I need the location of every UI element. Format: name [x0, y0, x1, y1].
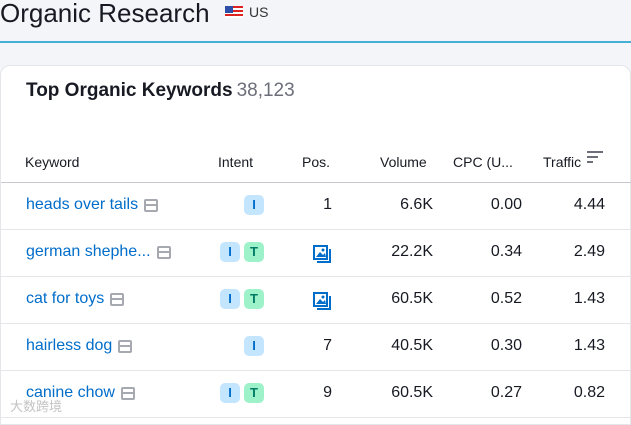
intent-badge-i: I — [220, 242, 240, 262]
card-title-text: Top Organic Keywords — [26, 80, 233, 101]
table-row: heads over tails I 1 6.6K 0.00 4.44 — [1, 183, 631, 230]
col-pos[interactable]: Pos. — [302, 154, 331, 170]
traffic: 1.43 — [573, 290, 605, 307]
image-pack-icon — [313, 292, 331, 310]
table-row: hairless dog I 7 40.5K 0.30 1.43 — [1, 324, 631, 371]
serp-features-icon[interactable] — [156, 245, 171, 259]
volume: 60.5K — [391, 290, 433, 307]
intent-badge-i: I — [220, 289, 240, 309]
keyword-text: canine chow — [26, 384, 115, 401]
volume: 22.2K — [391, 243, 433, 260]
volume: 6.6K — [400, 196, 433, 213]
intent-badge-i: I — [244, 336, 264, 356]
col-volume[interactable]: Volume — [380, 154, 427, 170]
keyword-text: german shephe... — [26, 243, 151, 260]
image-pack-icon — [313, 245, 331, 263]
intent-badge-t: T — [244, 242, 264, 262]
position: 1 — [323, 196, 332, 213]
keyword-count: 38,123 — [236, 80, 295, 101]
position: 9 — [323, 384, 332, 401]
cpc: 0.00 — [490, 196, 522, 213]
cpc: 0.52 — [490, 290, 522, 307]
keyword-text: hairless dog — [26, 337, 113, 354]
intent-badge-i: I — [220, 383, 240, 403]
watermark: 大数跨境 — [10, 399, 63, 414]
keyword-link[interactable]: heads over tails — [26, 196, 159, 214]
volume: 40.5K — [391, 337, 433, 354]
serp-features-icon[interactable] — [110, 292, 125, 306]
us-flag-icon — [225, 6, 243, 18]
page-header: Organic Research US — [0, 0, 631, 43]
cpc: 0.30 — [490, 337, 522, 354]
keyword-link[interactable]: cat for toys — [26, 290, 125, 308]
traffic: 0.82 — [573, 384, 605, 401]
col-keyword[interactable]: Keyword — [25, 154, 80, 170]
col-intent[interactable]: Intent — [218, 154, 254, 170]
serp-features-icon[interactable] — [144, 198, 159, 212]
keyword-link[interactable]: hairless dog — [26, 337, 133, 355]
top-keywords-card: Top Organic Keywords 38,123 Keyword Inten… — [0, 65, 631, 425]
volume: 60.5K — [391, 384, 433, 401]
cpc: 0.27 — [490, 384, 522, 401]
keyword-link[interactable]: german shephe... — [26, 243, 171, 261]
keyword-text: cat for toys — [26, 290, 105, 307]
intent-badge-i: I — [244, 195, 264, 215]
keyword-link[interactable]: canine chow — [26, 384, 135, 402]
table-header: Keyword Intent Pos. Volume CPC (U... Tra… — [1, 151, 631, 183]
traffic: 1.43 — [573, 337, 605, 354]
intent-badge-t: T — [244, 383, 264, 403]
traffic: 4.44 — [573, 196, 605, 213]
col-traffic-label: Traffic — [543, 154, 582, 170]
database-label[interactable]: US — [249, 4, 269, 20]
sort-icon[interactable] — [587, 151, 603, 163]
card-title: Top Organic Keywords 38,123 — [26, 80, 295, 102]
intent-badges: I — [244, 336, 264, 356]
col-cpc[interactable]: CPC (U... — [453, 154, 513, 170]
keyword-text: heads over tails — [26, 196, 139, 213]
serp-features-icon[interactable] — [120, 386, 135, 400]
cpc: 0.34 — [490, 243, 522, 260]
position: 7 — [323, 337, 332, 354]
page-title: Organic Research — [0, 0, 210, 28]
traffic: 2.49 — [573, 243, 605, 260]
col-traffic[interactable]: Traffic — [543, 151, 603, 170]
intent-badges: I — [244, 195, 264, 215]
intent-badge-t: T — [244, 289, 264, 309]
serp-features-icon[interactable] — [118, 339, 133, 353]
